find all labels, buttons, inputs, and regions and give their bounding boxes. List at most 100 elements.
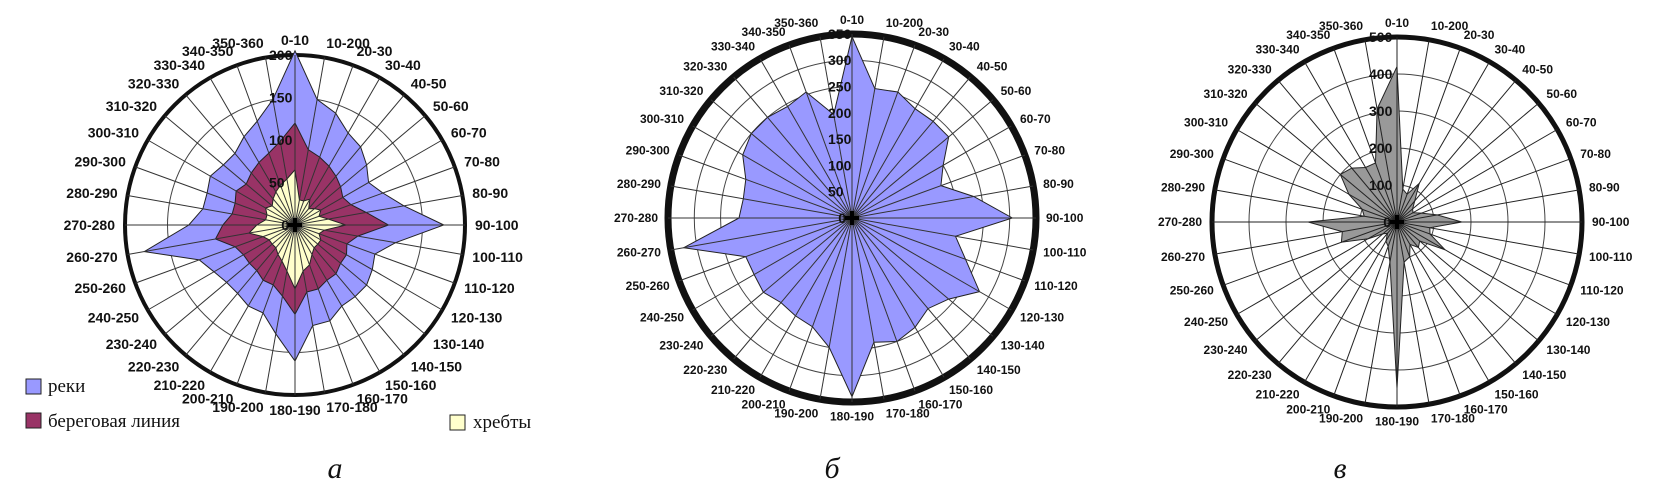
radar-spoke bbox=[733, 217, 853, 360]
category-label: 310-320 bbox=[1204, 87, 1248, 101]
radar-spoke bbox=[851, 217, 1026, 282]
radial-tick-label: 50 bbox=[828, 184, 844, 200]
category-label: 290-300 bbox=[1170, 147, 1214, 161]
radar-spoke bbox=[1364, 221, 1398, 405]
category-label: 80-90 bbox=[472, 185, 508, 201]
radial-tick-label: 250 bbox=[828, 78, 852, 94]
radar-center-marker bbox=[288, 218, 302, 232]
radar-spoke bbox=[185, 224, 296, 356]
legend-swatch-rivers bbox=[25, 378, 42, 395]
category-label: 150-160 bbox=[949, 383, 993, 397]
radar-spoke bbox=[1396, 61, 1490, 223]
category-label: 240-250 bbox=[1184, 315, 1228, 329]
category-label: 190-200 bbox=[774, 406, 818, 420]
radar-spoke bbox=[265, 57, 296, 226]
radar-spoke bbox=[1396, 48, 1461, 223]
radar-spoke bbox=[670, 217, 853, 251]
radar-spoke bbox=[851, 58, 945, 219]
category-label: 190-200 bbox=[212, 399, 264, 415]
radar-spoke bbox=[1396, 221, 1558, 315]
radar-spoke bbox=[788, 217, 853, 392]
radar-spoke bbox=[1304, 221, 1398, 383]
category-label: 180-190 bbox=[1375, 414, 1419, 428]
category-label: 330-340 bbox=[1255, 43, 1299, 57]
radar-spoke bbox=[692, 217, 853, 311]
category-label: 330-340 bbox=[711, 40, 755, 54]
category-label: 60-70 bbox=[1566, 116, 1597, 130]
radar-spoke bbox=[1277, 79, 1398, 223]
radial-tick-label: 150 bbox=[828, 131, 852, 147]
category-label: 10-200 bbox=[326, 35, 370, 51]
radar-spoke bbox=[1236, 221, 1398, 315]
radar-spoke bbox=[1396, 221, 1580, 255]
radar-spoke bbox=[236, 224, 296, 385]
radar-spoke bbox=[164, 224, 296, 335]
category-label: 320-330 bbox=[1228, 63, 1272, 77]
category-label: 320-330 bbox=[683, 59, 727, 73]
radar-spoke bbox=[819, 36, 853, 219]
category-label: 140-150 bbox=[411, 359, 463, 375]
category-label: 330-340 bbox=[154, 57, 206, 73]
radar-spoke bbox=[733, 76, 853, 219]
category-label: 110-120 bbox=[1580, 283, 1624, 297]
radial-tick-label: 300 bbox=[828, 52, 852, 68]
category-label: 140-150 bbox=[977, 363, 1021, 377]
legend-swatch-coastline bbox=[25, 412, 42, 429]
radar-spoke bbox=[1214, 221, 1398, 255]
category-label: 70-80 bbox=[464, 154, 500, 170]
radial-tick-label: 100 bbox=[269, 132, 293, 148]
category-label: 210-220 bbox=[711, 383, 755, 397]
category-label: 130-140 bbox=[433, 336, 485, 352]
category-label: 250-260 bbox=[626, 279, 670, 293]
radial-tick-label: 0 bbox=[1383, 214, 1391, 230]
radar-spoke bbox=[1277, 221, 1398, 365]
category-label: 270-280 bbox=[1158, 215, 1202, 229]
category-label: 270-280 bbox=[614, 211, 658, 225]
radar-spoke bbox=[135, 166, 296, 226]
category-label: 10-200 bbox=[886, 16, 924, 30]
radar-spoke bbox=[1396, 79, 1517, 223]
radar-spoke bbox=[294, 195, 463, 226]
category-label: 220-230 bbox=[128, 359, 180, 375]
radar-spoke bbox=[1396, 221, 1490, 383]
category-label: 260-270 bbox=[1161, 250, 1205, 264]
radar-center-marker bbox=[1390, 215, 1404, 229]
radar-spoke bbox=[294, 57, 325, 226]
radar-spoke bbox=[788, 44, 853, 219]
radar-spoke bbox=[294, 224, 443, 311]
radar-spoke bbox=[127, 224, 296, 255]
category-label: 180-190 bbox=[830, 409, 874, 423]
category-label: 50-60 bbox=[1001, 84, 1032, 98]
radar-spoke bbox=[851, 44, 916, 219]
category-label: 300-310 bbox=[88, 125, 140, 141]
radar-spoke bbox=[294, 224, 426, 335]
radar-spoke bbox=[1396, 102, 1540, 223]
category-label: 120-130 bbox=[1020, 310, 1064, 324]
category-label: 110-120 bbox=[464, 280, 515, 296]
category-label: 230-240 bbox=[1204, 343, 1248, 357]
category-label: 30-40 bbox=[385, 57, 421, 73]
radar-spoke bbox=[185, 94, 296, 226]
category-label: 350-360 bbox=[212, 35, 264, 51]
radar-spoke bbox=[294, 94, 405, 226]
category-label: 170-180 bbox=[886, 406, 930, 420]
radar-spoke bbox=[164, 115, 296, 226]
category-label: 310-320 bbox=[659, 84, 703, 98]
category-label: 200-210 bbox=[1286, 402, 1330, 416]
radial-tick-label: 0 bbox=[281, 217, 289, 233]
radar-spoke bbox=[294, 224, 405, 356]
radar-spoke bbox=[678, 217, 853, 282]
category-label: 220-230 bbox=[1228, 368, 1272, 382]
category-label: 320-330 bbox=[128, 75, 180, 91]
radar-spoke bbox=[1214, 189, 1398, 223]
radar-spoke bbox=[1254, 221, 1398, 342]
radar-spoke bbox=[1333, 48, 1398, 223]
legend-label-rivers: реки bbox=[48, 376, 85, 397]
panel-label-a: а bbox=[328, 452, 343, 485]
radar-center-marker bbox=[845, 211, 859, 225]
category-label: 20-30 bbox=[357, 43, 393, 59]
panel-label-b: б bbox=[824, 452, 840, 485]
category-label: 70-80 bbox=[1034, 143, 1065, 157]
radar-spoke bbox=[294, 65, 354, 226]
radar-spoke bbox=[759, 217, 853, 378]
